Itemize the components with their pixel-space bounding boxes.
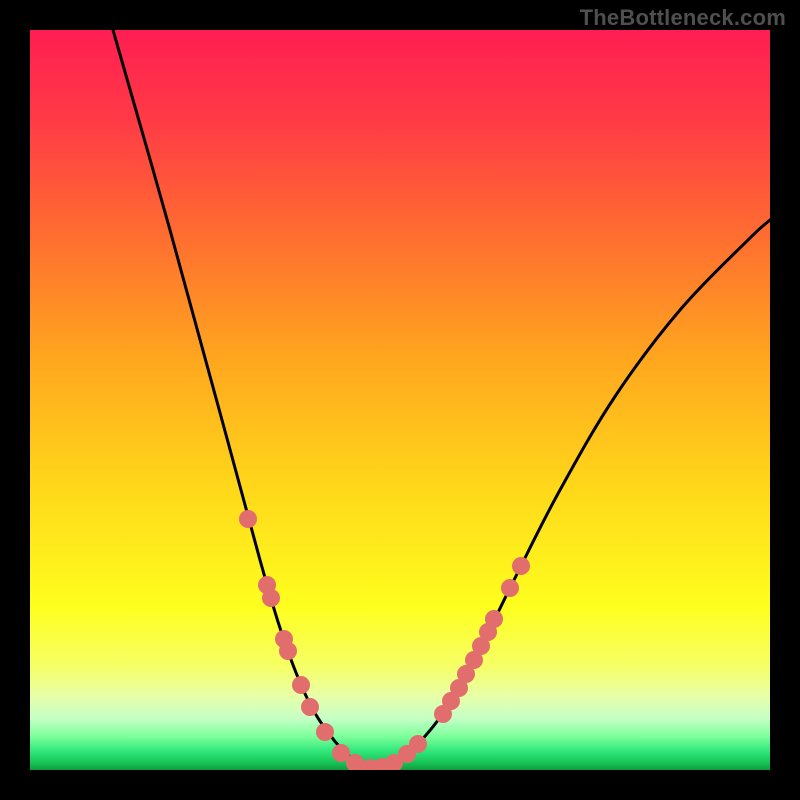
- chart-container: TheBottleneck.com: [0, 0, 800, 800]
- marker: [239, 510, 257, 528]
- marker: [301, 698, 319, 716]
- watermark: TheBottleneck.com: [580, 5, 786, 31]
- marker: [292, 676, 310, 694]
- marker: [262, 589, 280, 607]
- marker: [409, 735, 427, 753]
- marker: [316, 723, 334, 741]
- marker: [512, 557, 530, 575]
- marker: [485, 610, 503, 628]
- plot-area: [30, 30, 770, 770]
- marker: [501, 579, 519, 597]
- marker: [279, 642, 297, 660]
- bottleneck-chart: [0, 0, 800, 800]
